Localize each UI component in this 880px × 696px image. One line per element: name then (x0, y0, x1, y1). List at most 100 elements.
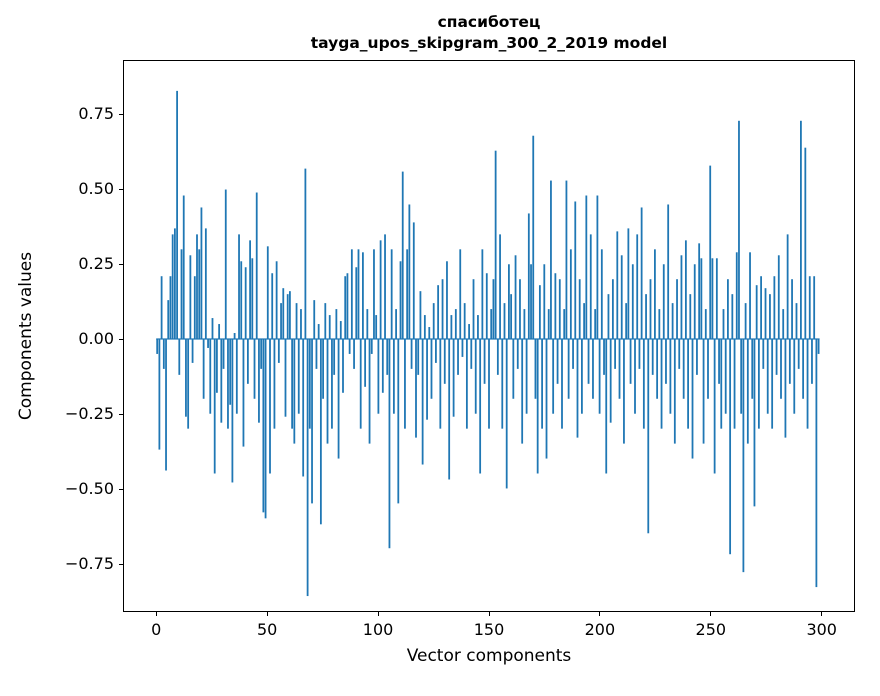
bar (253, 338, 256, 399)
bar (806, 338, 809, 429)
bar (525, 338, 528, 414)
bar (815, 338, 818, 588)
y-tick-label: −0.75 (64, 554, 114, 573)
bar (468, 324, 470, 339)
bar (817, 338, 820, 354)
bar (193, 276, 196, 339)
x-tick-mark (599, 612, 601, 616)
bar (415, 338, 417, 438)
bar (720, 338, 723, 429)
bar (156, 338, 159, 354)
bar (291, 338, 294, 429)
bar (218, 324, 221, 339)
bar (337, 338, 340, 459)
bar (596, 195, 599, 339)
bar (797, 338, 800, 369)
y-tick-mark (119, 188, 123, 190)
bar (357, 249, 360, 339)
x-tick-mark (266, 612, 268, 616)
bar (364, 338, 367, 387)
bar (461, 338, 464, 357)
bar (722, 309, 725, 339)
bar (406, 249, 409, 339)
bar (485, 273, 488, 339)
bar (344, 276, 347, 339)
bar (465, 338, 468, 429)
bar (448, 338, 451, 480)
bar (682, 338, 685, 399)
x-tick-mark (821, 612, 823, 616)
bar (707, 338, 709, 399)
bar (339, 321, 342, 339)
bar (490, 309, 493, 339)
bar (634, 338, 636, 414)
bar (333, 338, 336, 375)
bar (649, 279, 652, 339)
bar (408, 204, 411, 339)
bar (348, 338, 351, 354)
bar (680, 255, 683, 339)
bar (642, 338, 645, 429)
bar (293, 338, 296, 444)
bar (735, 252, 738, 339)
bar (404, 338, 406, 429)
bar (585, 195, 588, 339)
bar (275, 261, 278, 339)
bar (523, 309, 526, 339)
bar (760, 276, 762, 339)
bar (640, 207, 643, 339)
bar (359, 338, 362, 429)
x-tick-label: 250 (695, 620, 727, 639)
bar (419, 291, 422, 339)
bar (656, 338, 659, 399)
bar (271, 273, 274, 339)
bar (258, 338, 260, 423)
bar (769, 294, 771, 339)
bar (355, 267, 358, 339)
bar (731, 294, 734, 339)
y-tick-label: −0.50 (64, 479, 114, 498)
bar (472, 279, 475, 339)
bar (178, 338, 181, 375)
bar (211, 318, 214, 339)
bar (273, 338, 276, 429)
bar (784, 338, 787, 438)
bars-svg (156, 90, 820, 597)
bar (324, 303, 327, 339)
y-tick-mark (119, 563, 123, 565)
bar (702, 338, 705, 444)
x-tick-mark (488, 612, 490, 616)
bar (811, 338, 813, 384)
bar (222, 338, 225, 369)
bar (317, 324, 320, 339)
bar (439, 338, 442, 429)
bar (204, 228, 207, 339)
bar (676, 279, 678, 339)
bar (446, 261, 448, 339)
bar (569, 249, 572, 339)
y-axis-label: Components values (16, 251, 36, 421)
bar (432, 303, 435, 339)
bar (350, 249, 353, 339)
bar (550, 180, 552, 339)
bar (390, 249, 393, 339)
bar (631, 264, 634, 339)
bar (264, 338, 267, 519)
bar (718, 338, 720, 384)
bar (654, 249, 656, 339)
bar (698, 243, 701, 339)
bar (282, 288, 285, 339)
bar (727, 279, 729, 339)
bar (401, 171, 404, 339)
y-tick-label: 0.50 (78, 179, 114, 198)
bar (808, 276, 811, 339)
bar (244, 267, 247, 339)
bar (366, 309, 369, 339)
bar (733, 338, 736, 429)
bar (322, 338, 324, 399)
bar (788, 338, 791, 384)
bar (802, 338, 805, 399)
bar (532, 135, 535, 339)
y-tick-mark (119, 263, 123, 265)
bar (326, 338, 329, 444)
